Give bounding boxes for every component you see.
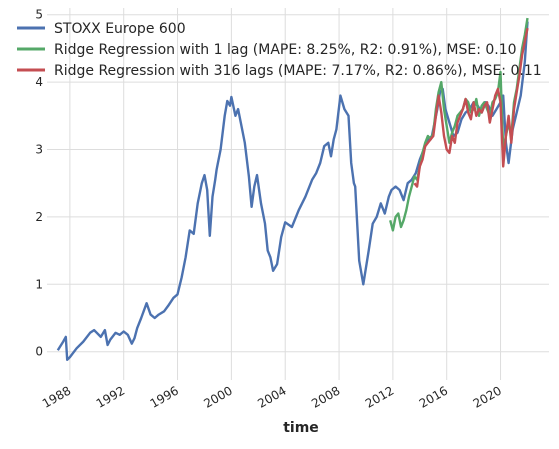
x-tick-label: 1996 (148, 383, 181, 410)
x-tick-label: 2000 (201, 383, 234, 410)
x-tick-label: 2008 (309, 383, 342, 410)
x-tick-label: 1988 (40, 383, 73, 410)
legend-label-0: STOXX Europe 600 (54, 21, 186, 37)
x-tick-label: 1992 (94, 383, 127, 410)
x-tick-label: 2016 (417, 383, 450, 410)
y-tick-label: 3 (35, 143, 43, 157)
y-tick-label: 0 (35, 345, 43, 359)
x-tick-label: 2004 (255, 383, 288, 410)
grid (47, 8, 549, 380)
x-tick-label: 2012 (363, 383, 396, 410)
legend: STOXX Europe 600 Ridge Regression with 1 … (17, 21, 542, 79)
legend-label-2: Ridge Regression with 316 lags (MAPE: 7.… (54, 63, 542, 79)
legend-label-1: Ridge Regression with 1 lag (MAPE: 8.25%… (54, 42, 517, 58)
series-line-0 (56, 21, 529, 361)
series-lines (56, 17, 529, 361)
y-tick-label: 5 (35, 8, 43, 22)
y-tick-label: 2 (35, 210, 43, 224)
y-tick-label: 1 (35, 277, 43, 291)
x-tick-label: 2020 (471, 383, 504, 410)
series-line-2 (413, 27, 529, 188)
x-axis-title: time (283, 420, 319, 436)
y-tick-label: 4 (35, 75, 43, 89)
